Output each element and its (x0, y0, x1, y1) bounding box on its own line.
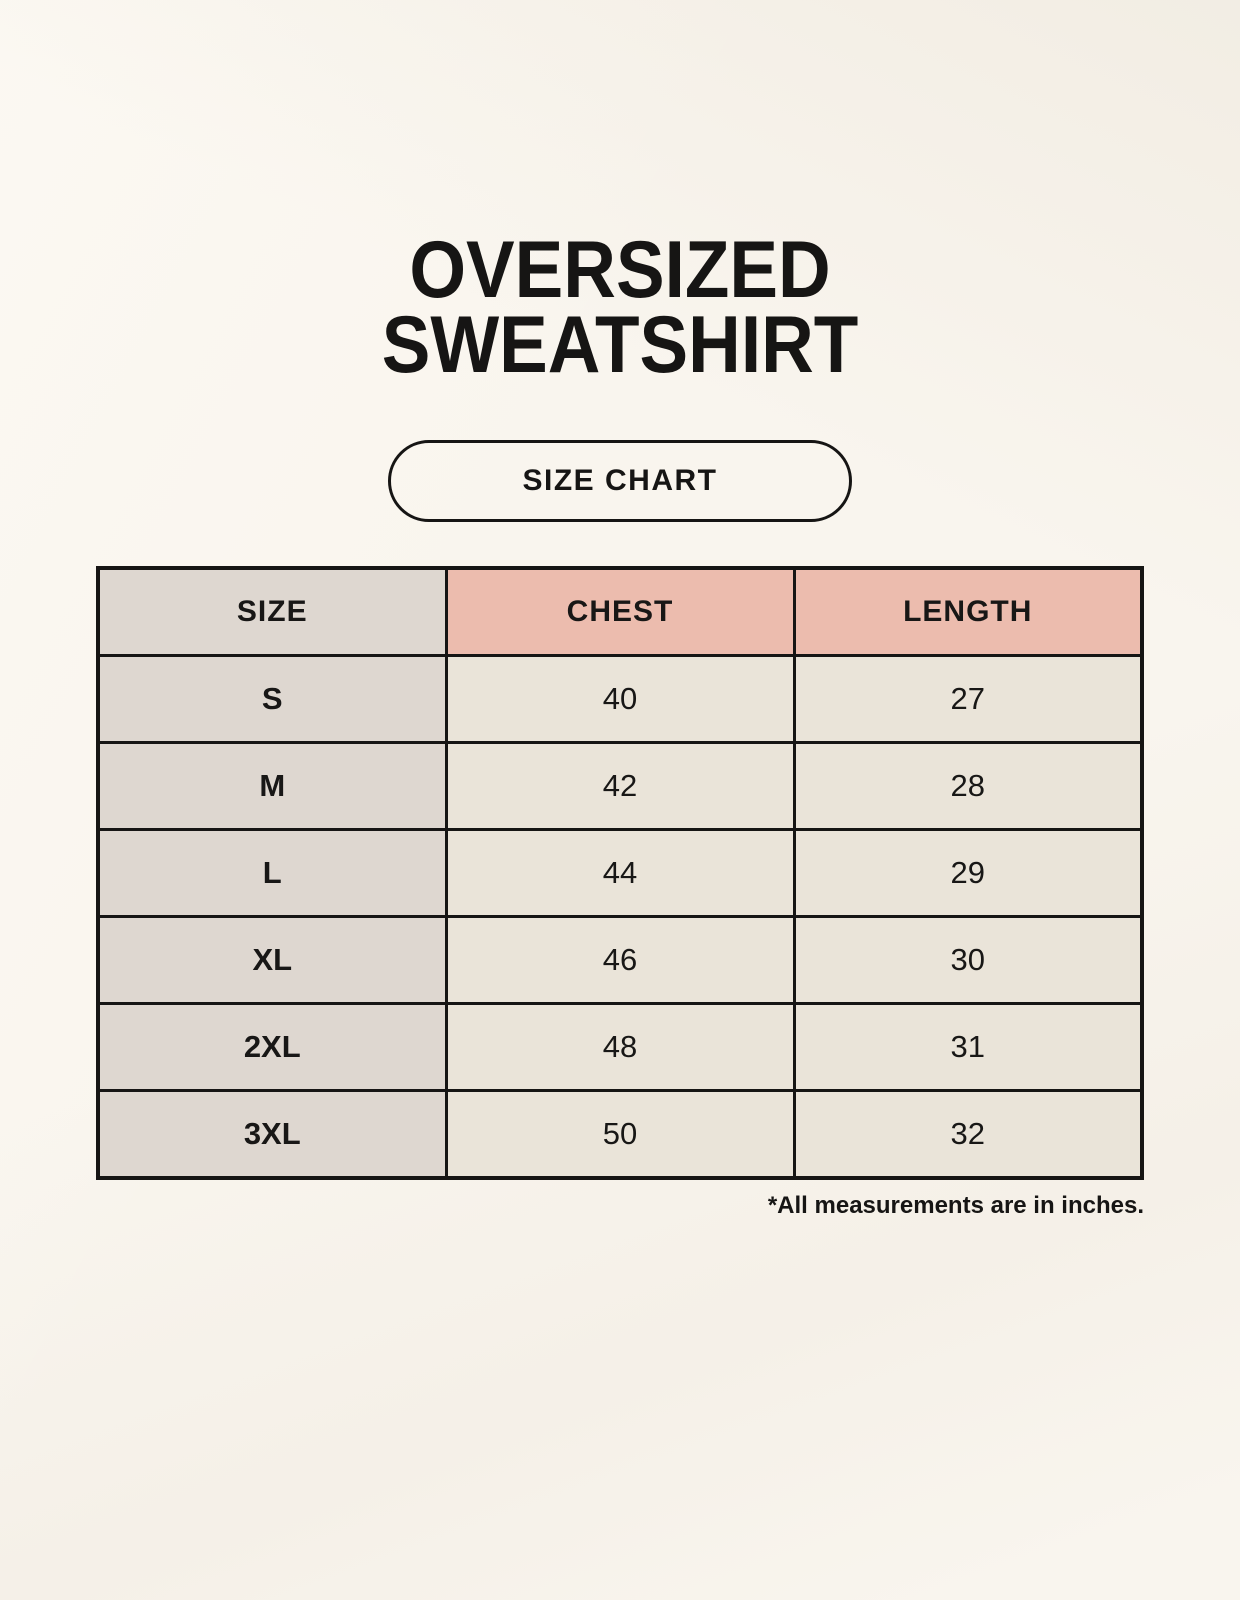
table-row: S 40 27 (96, 653, 1144, 744)
size-cell: 3XL (96, 1088, 448, 1180)
table-row: 2XL 48 31 (96, 1001, 1144, 1092)
chest-cell: 42 (444, 740, 796, 831)
column-header-length: LENGTH (792, 566, 1144, 657)
size-cell: 2XL (96, 1001, 448, 1092)
table-row: L 44 29 (96, 827, 1144, 918)
chest-cell: 40 (444, 653, 796, 744)
length-cell: 27 (792, 653, 1144, 744)
table-row: 3XL 50 32 (96, 1088, 1144, 1180)
chest-cell: 44 (444, 827, 796, 918)
size-cell: L (96, 827, 448, 918)
product-title: OVERSIZED SWEATSHIRT (62, 0, 1178, 391)
header-row: SIZE CHEST LENGTH (96, 566, 1144, 657)
chest-cell: 48 (444, 1001, 796, 1092)
column-header-size: SIZE (96, 566, 448, 657)
measurements-footnote: *All measurements are in inches. (767, 1191, 1144, 1219)
size-chart-button[interactable]: SIZE CHART (388, 439, 852, 522)
chest-cell: 50 (444, 1088, 796, 1180)
chest-cell: 46 (444, 914, 796, 1005)
table-row: M 42 28 (96, 740, 1144, 831)
product-title-line-2: SWEATSHIRT (381, 300, 859, 391)
size-cell: M (96, 740, 448, 831)
column-header-chest: CHEST (444, 566, 796, 657)
size-cell: XL (96, 914, 448, 1005)
product-title-line-1: OVERSIZED (409, 225, 831, 315)
length-cell: 32 (792, 1088, 1144, 1180)
length-cell: 29 (792, 827, 1144, 918)
length-cell: 30 (792, 914, 1144, 1005)
size-chart-table: SIZE CHEST LENGTH S 40 27 M 42 28 L (96, 565, 1144, 1180)
size-cell: S (96, 653, 448, 744)
length-cell: 31 (792, 1001, 1144, 1092)
size-chart-button-label: SIZE CHART (522, 463, 718, 497)
table-row: XL 46 30 (96, 914, 1144, 1005)
length-cell: 28 (792, 740, 1144, 831)
